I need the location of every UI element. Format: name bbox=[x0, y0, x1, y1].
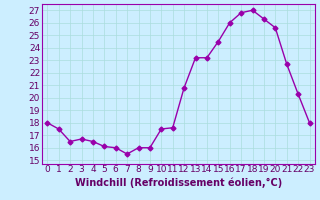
X-axis label: Windchill (Refroidissement éolien,°C): Windchill (Refroidissement éolien,°C) bbox=[75, 177, 282, 188]
